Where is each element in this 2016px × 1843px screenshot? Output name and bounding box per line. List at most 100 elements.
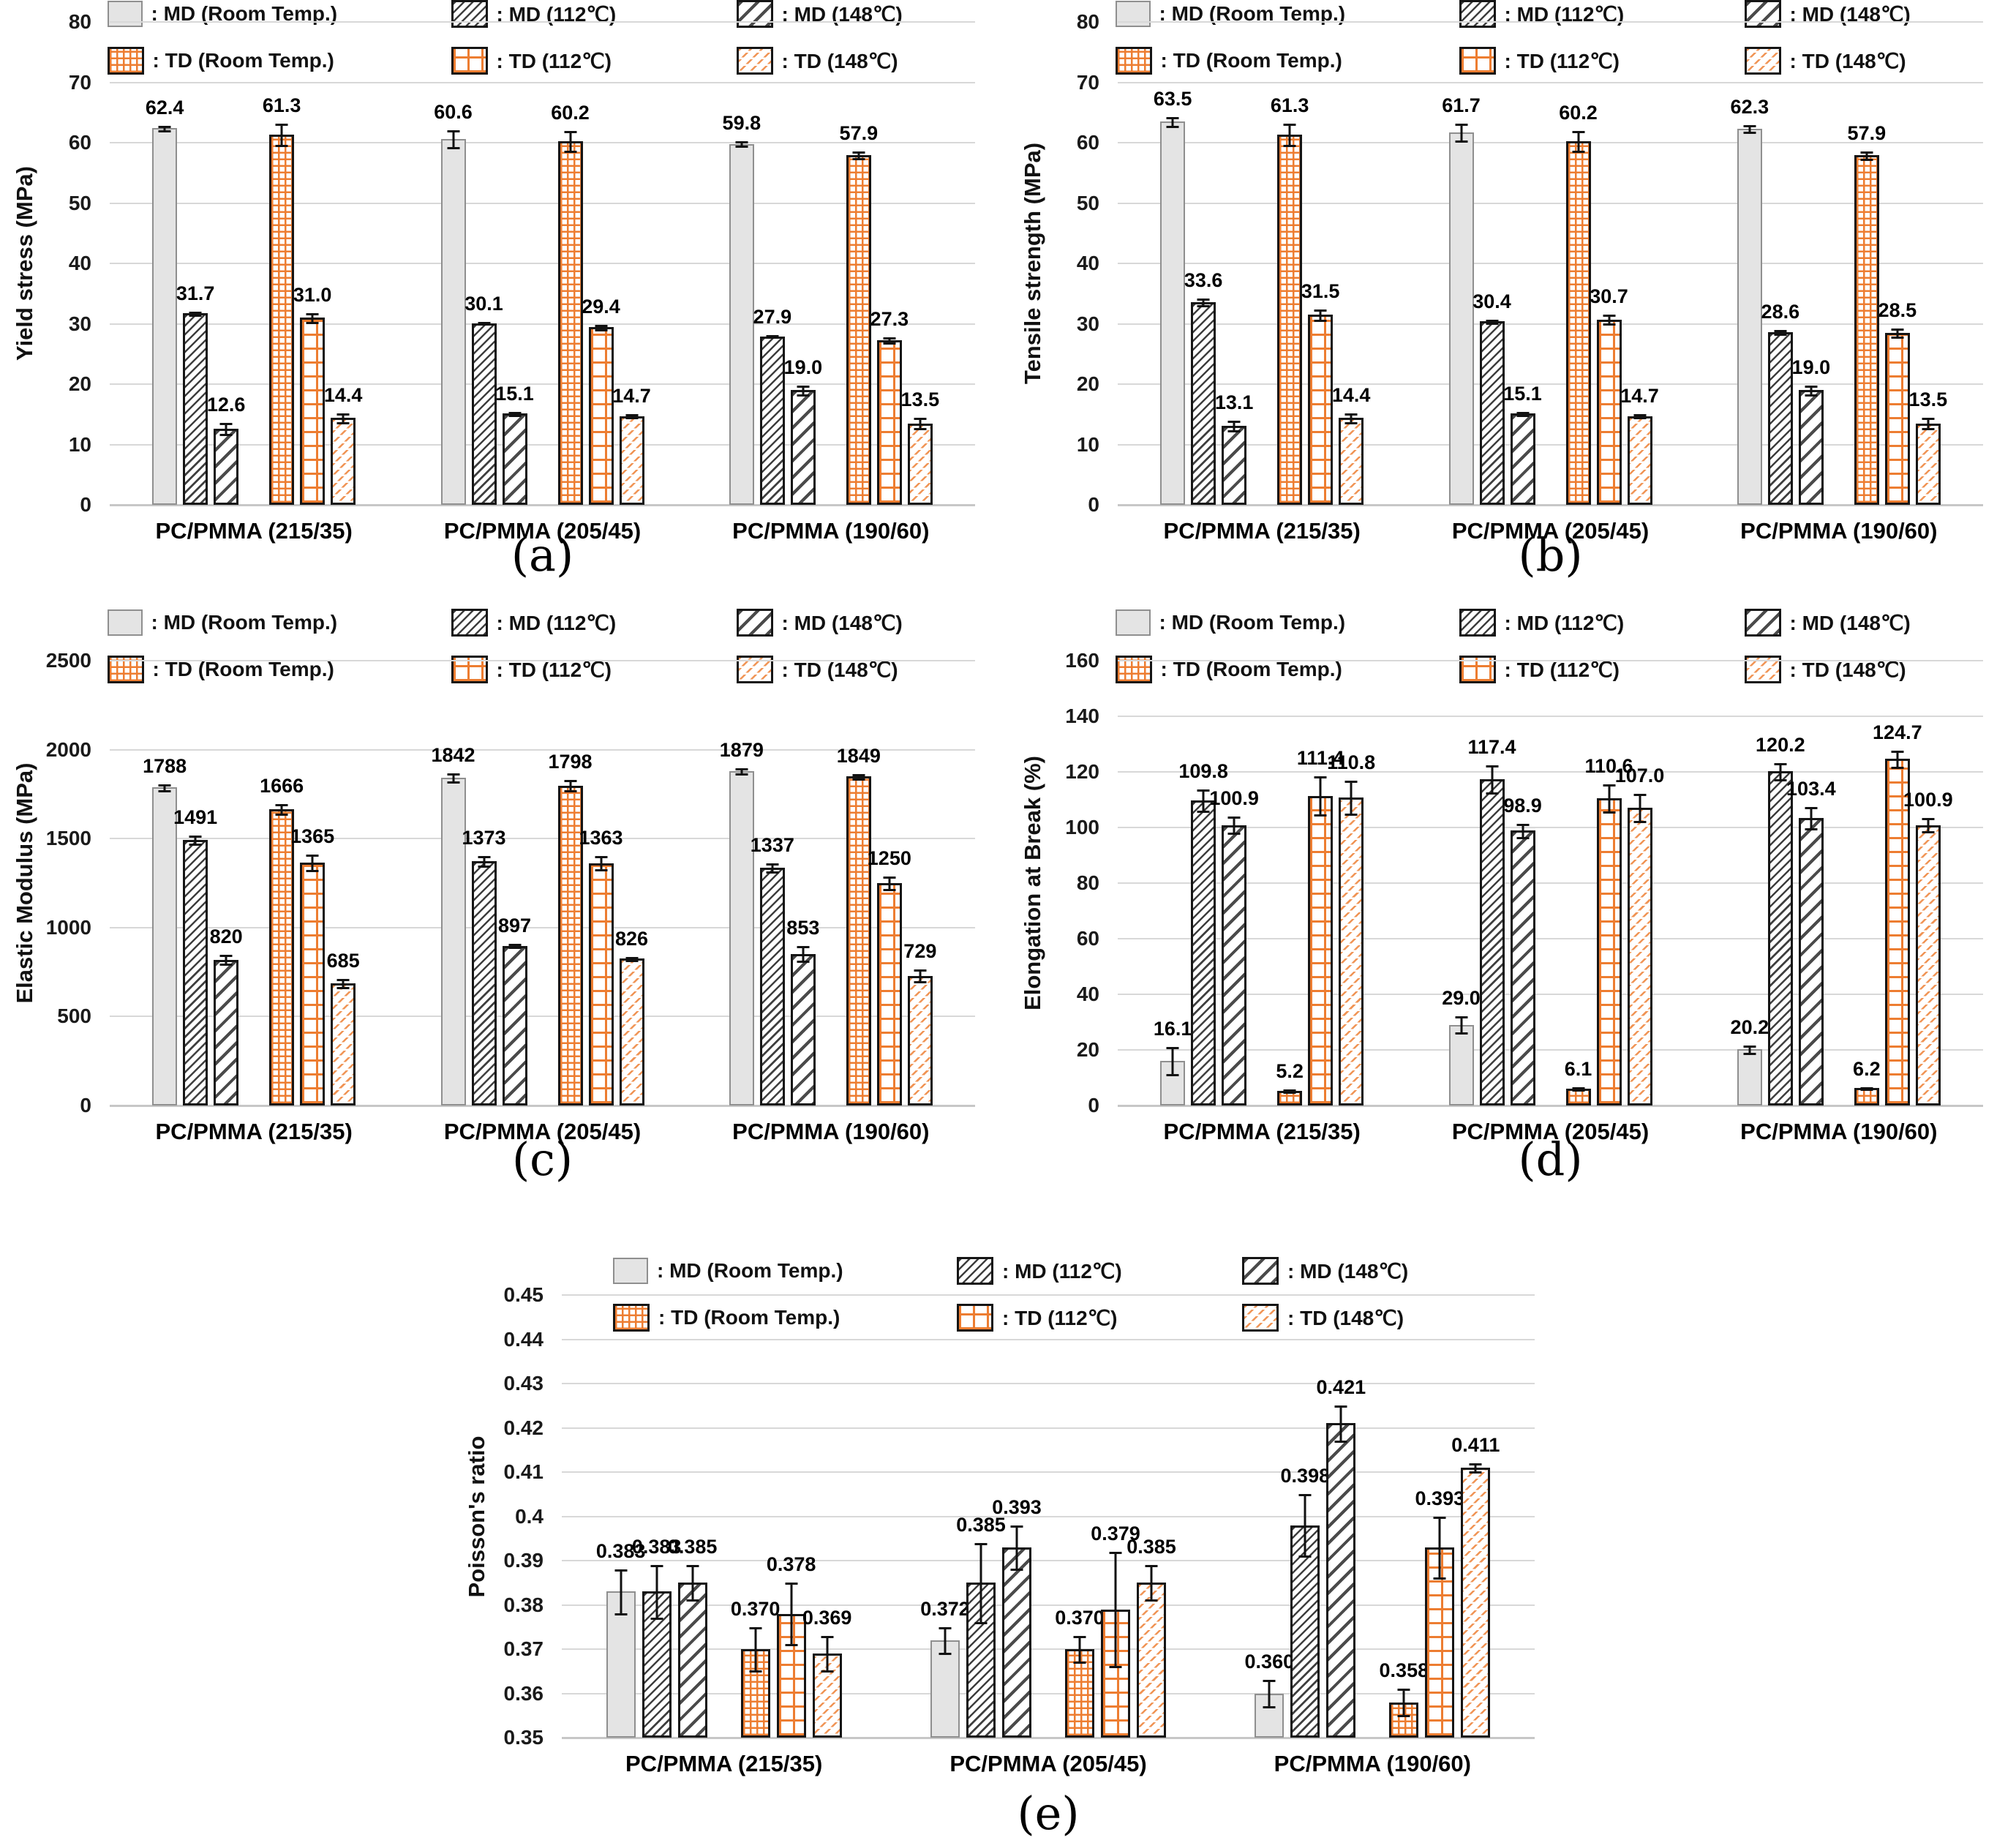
error-bar — [569, 780, 571, 791]
error-bar-cap — [478, 322, 490, 325]
legend-label: : MD (Room Temp.) — [1159, 611, 1346, 634]
legend-label: : MD (112℃) — [1002, 1259, 1122, 1283]
error-bar — [1577, 131, 1579, 152]
bar-md-112 — [759, 336, 785, 505]
error-bar-cap — [275, 145, 288, 148]
error-bar-cap — [625, 414, 638, 417]
value-label: 1666 — [260, 774, 304, 797]
legend-row: : TD (Room Temp.): TD (112℃): TD (148℃) — [1115, 656, 1986, 683]
legend-item: : TD (Room Temp.) — [107, 47, 451, 75]
y-tick-label: 10 — [1076, 432, 1099, 456]
error-bar-cap — [158, 789, 171, 792]
error-bar — [280, 803, 283, 815]
error-bar-cap — [275, 124, 288, 127]
y-tick-label: 2000 — [45, 737, 91, 761]
value-label: 27.3 — [870, 307, 909, 330]
error-bar-cap — [1603, 315, 1615, 318]
error-bar-cap — [1344, 421, 1358, 424]
bar-md-rt — [1448, 132, 1474, 505]
value-label: 13.5 — [1908, 389, 1948, 411]
error-bar — [1608, 315, 1610, 325]
legend-item: : MD (112℃) — [451, 609, 737, 637]
error-bar — [826, 1635, 829, 1672]
error-bar — [1896, 750, 1899, 767]
gridline — [110, 202, 975, 204]
error-bar-cap — [1774, 762, 1787, 765]
error-bar — [1304, 1494, 1306, 1556]
value-label: 0.393 — [992, 1495, 1042, 1518]
error-bar-cap — [1314, 309, 1327, 312]
value-label: 12.6 — [206, 393, 246, 416]
error-bar — [802, 385, 805, 395]
error-bar-cap — [595, 855, 607, 858]
error-bar — [1438, 1516, 1441, 1579]
error-bar-cap — [625, 956, 638, 959]
bar-td-rt — [269, 135, 295, 505]
legend-item: : TD (112℃) — [957, 1304, 1242, 1332]
error-bar — [1233, 817, 1235, 833]
value-label: 28.6 — [1761, 300, 1800, 323]
value-label: 0.379 — [1091, 1522, 1140, 1544]
legend-label: : MD (Room Temp.) — [657, 1259, 843, 1282]
error-bar-cap — [883, 877, 896, 879]
error-bar — [1460, 1016, 1462, 1034]
bar-md-148 — [1222, 825, 1247, 1106]
error-bar-cap — [1860, 1086, 1873, 1089]
gridline — [1118, 81, 1983, 83]
value-label: 826 — [614, 927, 649, 950]
error-bar-cap — [852, 151, 865, 154]
value-label: 853 — [786, 916, 820, 939]
error-bar-cap — [219, 954, 233, 957]
error-bar-cap — [735, 141, 748, 144]
error-bar-cap — [508, 947, 521, 950]
legend-label: : MD (Room Temp.) — [1159, 2, 1346, 25]
error-bar-cap — [275, 814, 288, 817]
value-label: 60.6 — [434, 100, 473, 123]
error-bar-cap — [1283, 1089, 1296, 1092]
error-bar-cap — [1572, 151, 1584, 154]
error-bar-cap — [1145, 1599, 1158, 1602]
gridline — [1118, 1049, 1983, 1051]
legend-label: : TD (Room Temp.) — [152, 49, 334, 72]
legend-swatch-md-rt — [1115, 609, 1151, 636]
bar-td-112 — [300, 318, 326, 505]
legend-item: : TD (148℃) — [1744, 656, 1986, 683]
error-bar-cap — [852, 773, 865, 776]
error-bar-cap — [852, 158, 865, 161]
value-label: 0.383 — [595, 1540, 646, 1563]
gridline — [1118, 21, 1983, 23]
error-bar-cap — [1314, 319, 1327, 322]
error-bar-cap — [974, 1542, 988, 1545]
error-bar — [600, 325, 602, 330]
legend-label: : TD (112℃) — [1504, 658, 1620, 681]
error-bar — [888, 877, 891, 890]
legend-item: : MD (148℃) — [1242, 1257, 1483, 1285]
bar-md-148 — [1510, 830, 1535, 1106]
value-label: 897 — [497, 915, 532, 937]
legend-item: : TD (148℃) — [1242, 1304, 1483, 1332]
error-bar-cap — [686, 1565, 699, 1568]
error-bar — [600, 855, 602, 871]
error-bar — [754, 1626, 757, 1672]
error-bar-cap — [336, 987, 350, 990]
bar-md-148 — [502, 945, 527, 1106]
value-label: 15.1 — [495, 382, 534, 405]
error-bar-cap — [625, 417, 638, 420]
error-bar-cap — [1743, 131, 1756, 134]
error-bar-cap — [735, 145, 748, 148]
error-bar — [163, 784, 166, 791]
x-category-label: PC/PMMA (215/35) — [1163, 1119, 1361, 1144]
legend-label: : TD (Room Temp.) — [1160, 49, 1342, 72]
error-bar-cap — [1572, 1089, 1584, 1092]
value-label: 1491 — [173, 806, 218, 829]
value-label: 14.7 — [1620, 385, 1659, 408]
chart-e-poissons-ratio: Poisson's ratio : MD (Room Temp.): MD (1… — [452, 1215, 1564, 1843]
legend-item: : TD (112℃) — [451, 47, 737, 75]
gridline — [1118, 142, 1983, 143]
y-tick-label: 0.44 — [503, 1327, 544, 1351]
bar-md-rt — [1737, 1049, 1762, 1106]
error-bar-cap — [883, 342, 896, 345]
error-bar-cap — [749, 1626, 762, 1629]
x-category-label: PC/PMMA (215/35) — [155, 518, 353, 544]
bar-td-rt — [1854, 155, 1879, 505]
